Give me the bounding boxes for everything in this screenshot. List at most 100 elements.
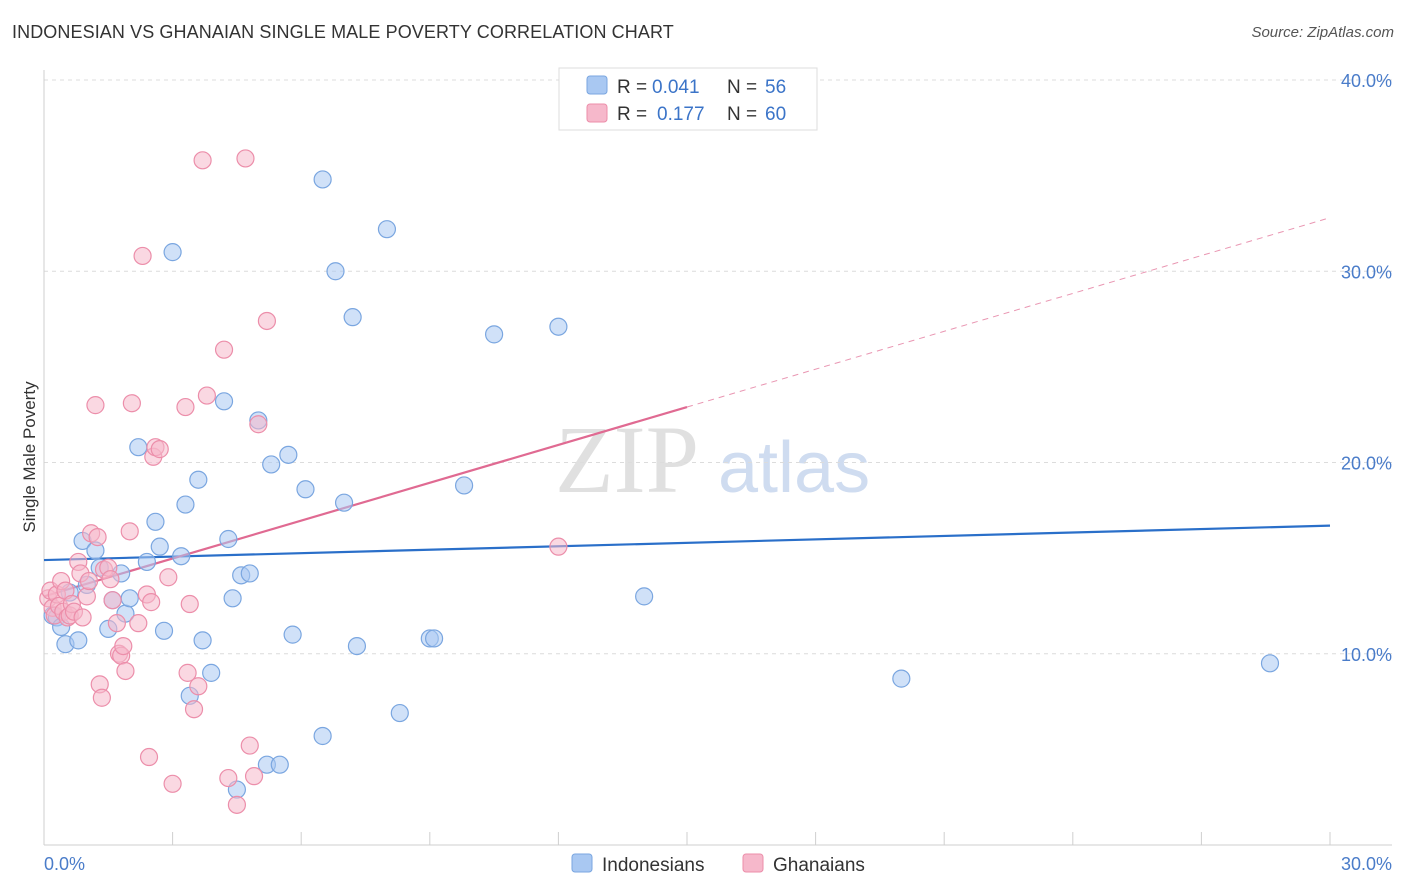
point-indonesians — [296, 480, 315, 499]
point-indonesians — [313, 726, 332, 746]
point-ghanaians — [236, 149, 255, 168]
point-ghanaians — [77, 587, 96, 606]
axes — [43, 70, 1392, 846]
point-indonesians — [154, 621, 174, 640]
point-indonesians — [69, 631, 88, 650]
point-indonesians — [189, 470, 208, 489]
chart-title: INDONESIAN VS GHANAIAN SINGLE MALE POVER… — [12, 22, 674, 42]
point-ghanaians — [116, 661, 135, 681]
point-indonesians — [193, 631, 212, 650]
point-ghanaians — [549, 537, 568, 556]
point-ghanaians — [163, 774, 182, 793]
watermark: ZIP atlas — [555, 406, 870, 513]
point-indonesians — [262, 455, 281, 474]
point-ghanaians — [73, 608, 92, 627]
point-ghanaians — [214, 340, 234, 359]
point-ghanaians — [197, 386, 216, 405]
legend-n-label-2: N = — [727, 104, 757, 125]
point-ghanaians — [122, 394, 141, 413]
point-ghanaians — [193, 151, 212, 170]
chart-source: Source: ZipAtlas.com — [1251, 24, 1394, 41]
point-indonesians — [1260, 654, 1280, 673]
point-indonesians — [377, 220, 397, 239]
point-ghanaians — [79, 571, 99, 591]
point-ghanaians — [178, 663, 197, 682]
point-ghanaians — [129, 614, 148, 633]
point-ghanaians — [88, 527, 107, 547]
point-indonesians — [326, 262, 345, 281]
y-tick-label: 10.0% — [1341, 645, 1392, 665]
point-indonesians — [454, 476, 474, 495]
point-indonesians — [334, 493, 354, 512]
legend-r-value-1: 0.041 — [652, 77, 700, 98]
point-indonesians — [120, 589, 139, 608]
legend-r-value-2: 0.177 — [657, 104, 705, 125]
trend-line-ghanaians-extension — [686, 217, 1331, 408]
bottom-legend: Indonesians Ghanaians — [571, 853, 865, 876]
bottom-legend-label-ghanaians: Ghanaians — [773, 855, 865, 876]
point-indonesians — [390, 703, 409, 723]
point-indonesians — [485, 325, 504, 344]
point-ghanaians — [150, 440, 169, 459]
bottom-legend-label-indonesians: Indonesians — [602, 855, 704, 876]
point-indonesians — [347, 636, 367, 656]
point-ghanaians — [184, 700, 204, 719]
point-ghanaians — [249, 415, 268, 434]
point-indonesians — [219, 529, 238, 549]
point-indonesians — [892, 669, 911, 688]
point-indonesians — [172, 547, 191, 566]
point-ghanaians — [142, 593, 161, 612]
legend-n-label-1: N = — [727, 77, 757, 98]
point-ghanaians — [139, 747, 159, 767]
legend-r-label-2: R = — [617, 104, 647, 125]
y-tick-label: 20.0% — [1341, 454, 1392, 474]
legend-n-value-2: 60 — [765, 104, 786, 125]
y-tick-labels: 10.0% 20.0% 30.0% 40.0% — [1341, 71, 1392, 665]
point-ghanaians — [103, 591, 122, 610]
point-ghanaians — [180, 594, 199, 614]
point-ghanaians — [189, 677, 208, 696]
watermark-atlas: atlas — [718, 428, 870, 508]
watermark-zip: ZIP — [555, 406, 699, 513]
point-indonesians — [240, 564, 259, 583]
point-ghanaians — [92, 688, 111, 707]
bottom-legend-swatch-ghanaians — [742, 853, 764, 873]
point-ghanaians — [133, 246, 152, 266]
point-indonesians — [163, 243, 182, 262]
point-indonesians — [279, 445, 298, 464]
point-indonesians — [283, 625, 302, 644]
legend-r-label-1: R = — [617, 77, 647, 98]
x-tick-label-max: 30.0% — [1341, 854, 1392, 874]
point-ghanaians — [227, 795, 246, 814]
point-indonesians — [129, 438, 148, 457]
legend-swatch-ghanaians — [586, 103, 608, 123]
point-ghanaians — [114, 636, 133, 656]
point-indonesians — [137, 552, 156, 572]
point-indonesians — [150, 537, 169, 556]
point-indonesians — [424, 629, 444, 648]
point-ghanaians — [219, 768, 238, 788]
x-ticks — [172, 832, 1331, 845]
point-ghanaians — [120, 522, 139, 541]
point-indonesians — [313, 170, 332, 189]
point-ghanaians — [244, 767, 264, 786]
point-ghanaians — [107, 614, 126, 633]
x-tick-label-min: 0.0% — [44, 854, 85, 874]
point-indonesians — [202, 663, 221, 682]
point-indonesians — [343, 308, 362, 327]
point-indonesians — [146, 512, 165, 531]
point-indonesians — [270, 755, 289, 774]
point-ghanaians — [176, 397, 195, 417]
point-indonesians — [549, 317, 568, 336]
y-tick-label: 30.0% — [1341, 262, 1392, 282]
series-ghanaians-points — [39, 149, 568, 814]
point-indonesians — [214, 392, 234, 411]
y-axis-label: Single Male Poverty — [20, 381, 39, 533]
point-ghanaians — [101, 570, 120, 589]
point-ghanaians — [86, 396, 105, 415]
point-indonesians — [176, 495, 195, 514]
point-ghanaians — [159, 568, 178, 587]
legend-swatch-indonesians — [586, 75, 608, 95]
y-tick-label: 40.0% — [1341, 71, 1392, 91]
